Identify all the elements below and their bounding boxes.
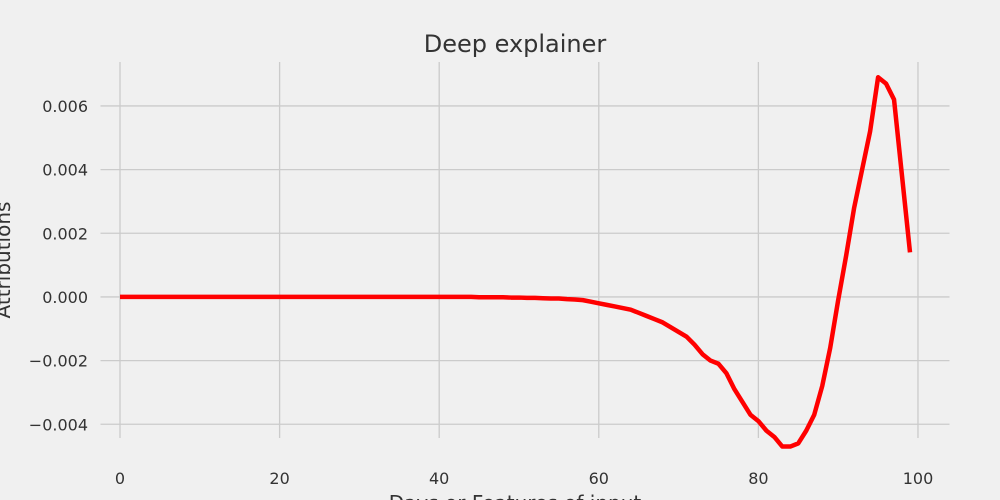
x-tick-label: 40 <box>429 469 449 488</box>
y-tick-label: −0.004 <box>29 415 88 434</box>
y-tick-label: 0.002 <box>42 224 88 243</box>
x-tick-label: 20 <box>269 469 289 488</box>
y-tick-label: 0.000 <box>42 288 88 307</box>
x-axis-label: Days or Features of input <box>389 491 642 500</box>
x-tick-label: 80 <box>748 469 768 488</box>
data-line <box>120 75 913 449</box>
x-tick-label: 0 <box>115 469 125 488</box>
x-tick-label: 100 <box>903 469 934 488</box>
x-tick-label: 60 <box>589 469 609 488</box>
y-tick-label: 0.006 <box>42 97 88 116</box>
y-axis-label: Attributions <box>0 202 15 319</box>
y-tick-label: 0.004 <box>42 161 88 180</box>
chart-title: Deep explainer <box>424 30 607 58</box>
y-tick-label: −0.002 <box>29 352 88 371</box>
